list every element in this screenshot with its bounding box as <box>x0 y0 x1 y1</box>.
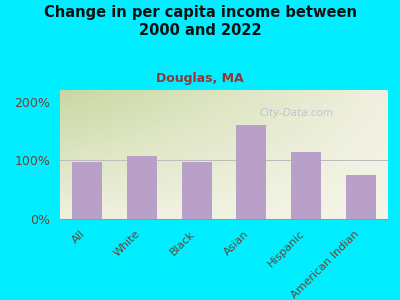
Text: Change in per capita income between
2000 and 2022: Change in per capita income between 2000… <box>44 4 356 38</box>
Bar <box>291 152 321 219</box>
Text: City-Data.com: City-Data.com <box>259 108 333 118</box>
Bar <box>72 162 102 219</box>
Bar <box>346 175 376 219</box>
Bar <box>182 162 212 219</box>
Text: Douglas, MA: Douglas, MA <box>156 72 244 85</box>
Bar <box>127 156 157 219</box>
Bar <box>236 125 266 219</box>
